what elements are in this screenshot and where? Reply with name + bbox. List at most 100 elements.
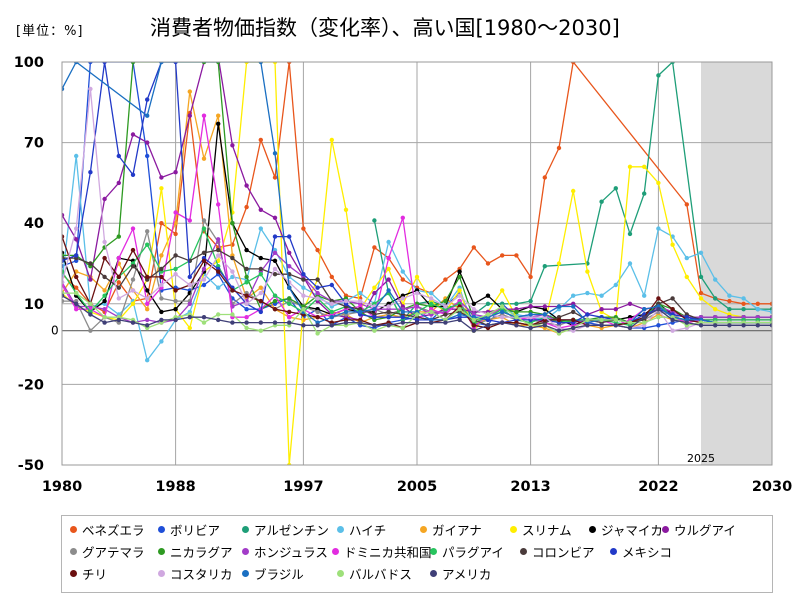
data-point xyxy=(173,272,178,277)
data-point xyxy=(698,290,704,296)
data-point xyxy=(343,298,349,304)
legend-marker xyxy=(430,570,437,577)
data-point xyxy=(272,272,278,277)
data-point xyxy=(244,274,249,280)
data-point xyxy=(301,226,306,231)
data-point xyxy=(443,298,448,304)
data-point xyxy=(528,274,533,280)
data-point xyxy=(372,307,377,312)
data-point xyxy=(528,312,533,317)
data-point xyxy=(542,304,547,309)
data-point xyxy=(145,274,150,280)
data-point xyxy=(599,317,604,323)
data-point xyxy=(201,156,207,161)
x-tick-label: 2005 xyxy=(397,479,437,495)
data-point xyxy=(287,320,292,325)
data-point xyxy=(429,320,434,325)
data-point xyxy=(230,312,235,317)
legend-label: グアテマラ xyxy=(82,545,145,560)
data-point xyxy=(187,325,192,331)
data-point xyxy=(642,307,647,312)
data-point xyxy=(244,320,249,325)
data-point xyxy=(571,317,576,323)
data-point xyxy=(500,253,505,258)
data-point xyxy=(244,315,249,320)
data-point xyxy=(62,234,65,239)
data-point xyxy=(571,304,576,309)
data-point xyxy=(74,226,79,231)
data-point xyxy=(613,317,618,323)
data-point xyxy=(102,298,107,304)
data-point xyxy=(187,274,192,280)
data-point xyxy=(585,290,590,296)
data-point xyxy=(244,280,249,285)
legend-label: パラグアイ xyxy=(442,545,504,560)
data-point xyxy=(187,89,192,94)
data-point xyxy=(741,307,746,312)
legend-marker xyxy=(337,570,344,577)
data-point xyxy=(400,309,405,315)
data-point xyxy=(457,274,462,280)
legend-marker xyxy=(510,526,517,533)
data-point xyxy=(88,170,93,175)
legend-label: バルバドス xyxy=(349,567,412,582)
data-point xyxy=(102,239,107,245)
legend-marker xyxy=(158,548,165,555)
data-point xyxy=(159,62,164,65)
data-point xyxy=(159,309,164,315)
data-point xyxy=(244,247,249,253)
data-point xyxy=(116,234,122,239)
legend-label: ジャマイカ xyxy=(601,523,663,538)
data-point xyxy=(187,301,192,306)
data-point xyxy=(88,277,93,282)
data-point xyxy=(258,285,263,290)
data-point xyxy=(159,282,164,288)
data-point xyxy=(74,290,79,296)
legend-marker xyxy=(242,526,249,533)
data-point xyxy=(102,196,107,202)
data-point xyxy=(145,296,150,301)
data-point xyxy=(173,288,178,293)
data-point xyxy=(471,317,476,323)
data-point xyxy=(698,323,704,328)
legend-label: コロンビア xyxy=(532,545,595,560)
data-point xyxy=(457,312,462,317)
data-point xyxy=(130,288,136,293)
data-point xyxy=(656,73,661,78)
data-point xyxy=(670,317,675,323)
data-point xyxy=(116,280,122,285)
data-point xyxy=(329,301,334,306)
data-point xyxy=(315,285,320,290)
data-point xyxy=(556,304,562,309)
data-point xyxy=(258,298,263,304)
data-point xyxy=(556,145,562,151)
data-point xyxy=(230,221,235,226)
y-tick-label: 40 xyxy=(24,216,44,232)
data-point xyxy=(130,62,136,65)
data-point xyxy=(88,301,93,306)
legend-item: メキシコ xyxy=(610,542,672,561)
data-point xyxy=(187,282,192,288)
data-point xyxy=(116,180,122,186)
data-point xyxy=(485,261,491,266)
data-point xyxy=(670,62,675,65)
data-point xyxy=(315,290,320,296)
data-point xyxy=(130,172,136,177)
legend-item: ガイアナ xyxy=(420,520,482,539)
data-point xyxy=(443,304,448,309)
data-point xyxy=(216,237,221,242)
data-point xyxy=(88,261,93,266)
data-point xyxy=(216,312,221,317)
legend-item: ドミニカ共和国 xyxy=(332,542,432,561)
data-point xyxy=(741,323,746,328)
data-point xyxy=(372,285,377,290)
data-point xyxy=(386,288,391,293)
data-point xyxy=(400,215,405,220)
data-point xyxy=(727,307,732,312)
data-point xyxy=(258,226,263,231)
data-point xyxy=(372,245,377,250)
legend-label: メキシコ xyxy=(622,545,673,560)
x-tick-label: 2022 xyxy=(638,479,678,495)
legend-item: ニカラグア xyxy=(158,542,233,561)
legend-label: ブラジル xyxy=(254,567,304,582)
